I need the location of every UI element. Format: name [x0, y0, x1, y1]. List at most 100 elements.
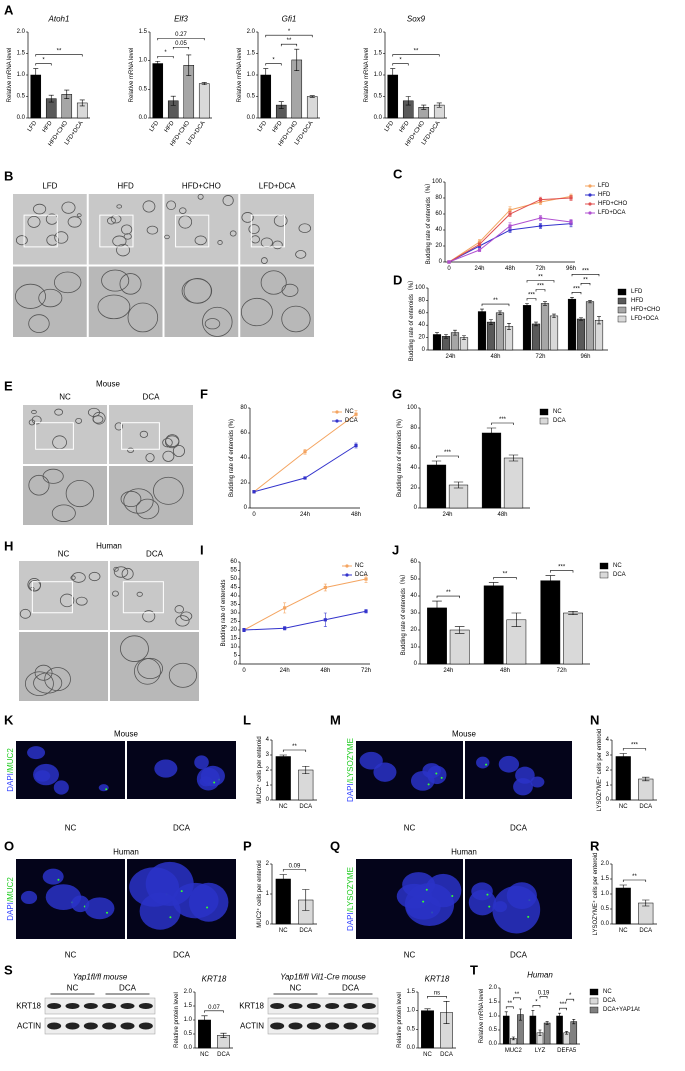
error-bar — [436, 102, 442, 108]
image-column-label: NC — [59, 393, 71, 402]
blot-strip — [267, 997, 379, 1015]
significance-bracket — [493, 577, 517, 580]
organoid — [101, 269, 130, 292]
image-header: Human — [451, 848, 477, 857]
y-tick-label: 80 — [410, 425, 417, 431]
y-tick-label: 10 — [230, 644, 237, 650]
y-tick-label: 2.0 — [601, 861, 610, 867]
organoid — [120, 490, 142, 508]
significance-label: *** — [560, 1002, 568, 1008]
error-bar — [33, 68, 39, 82]
significance-bracket — [559, 1007, 567, 1011]
marker-signal — [527, 915, 530, 918]
y-tick-label: 1.0 — [489, 1013, 498, 1019]
organoid — [51, 504, 76, 522]
x-tick-label: 48h — [500, 668, 510, 674]
marker — [508, 212, 512, 216]
significance-label: 0.05 — [175, 41, 187, 47]
y-tick-label: 0 — [414, 661, 418, 667]
y-tick-label: 60 — [435, 211, 442, 217]
significance-bracket — [282, 749, 307, 752]
x-tick-label: DCA — [440, 1052, 453, 1058]
y-tick-label: 25 — [230, 619, 237, 625]
y-axis-label: MUC2⁺ cells per enteroid — [256, 860, 263, 928]
y-tick-label: 0 — [266, 797, 270, 803]
error-bar — [511, 1036, 515, 1041]
chart-title: KRT18 — [425, 975, 450, 984]
legend-marker — [588, 202, 592, 206]
micrograph — [13, 266, 87, 337]
organoid — [194, 755, 209, 770]
y-axis-label: Budding rate of enteroids — [221, 579, 227, 646]
marker — [569, 220, 573, 224]
significance-bracket — [392, 63, 409, 66]
y-tick-label: 80 — [240, 405, 247, 411]
image-header: Human — [96, 542, 122, 551]
significance-bracket — [526, 280, 555, 283]
image-column-label: HFD — [117, 182, 134, 191]
significance-label: * — [164, 50, 167, 56]
y-axis-label: Budding rate of enteroids（%） — [408, 277, 415, 361]
error-bar — [508, 454, 519, 462]
marker-signal — [169, 916, 172, 919]
blot-row-label: KRT18 — [239, 1002, 264, 1011]
legend-label: HFD — [631, 298, 644, 304]
organoid — [175, 615, 190, 627]
significance-label: ** — [493, 298, 498, 304]
organoid — [146, 225, 159, 235]
y-tick-label: 1.5 — [374, 51, 383, 57]
significance-label: * — [288, 29, 291, 35]
y-tick-label: 2.0 — [247, 29, 256, 35]
error-bar — [488, 582, 499, 590]
y-tick-label: 2.0 — [374, 29, 383, 35]
y-tick-label: 0.5 — [184, 1031, 193, 1037]
organoid — [71, 572, 86, 583]
legend-label: NC — [603, 989, 612, 995]
significance-bracket — [35, 54, 83, 57]
error-bar — [642, 776, 650, 782]
marker — [538, 198, 543, 202]
legend-label: NC — [553, 409, 562, 415]
series-line — [243, 578, 367, 631]
y-tick-label: 1.0 — [247, 72, 256, 78]
micrograph — [109, 405, 193, 464]
organoid — [113, 566, 119, 572]
marker-signal — [440, 776, 443, 779]
legend-marker — [335, 419, 339, 423]
organoid — [121, 567, 134, 580]
significance-bracket — [392, 54, 440, 57]
significance-label: 0.09 — [289, 864, 301, 870]
panel-letter: S — [4, 963, 13, 978]
organoid — [14, 283, 46, 309]
error-bar — [462, 335, 466, 340]
micrograph — [164, 266, 239, 337]
blot-title: Yap1fl/fl Vil1-Cre mouse — [280, 973, 366, 982]
marker-signal — [427, 783, 430, 786]
organoid — [422, 763, 441, 779]
blot-band — [47, 1022, 62, 1030]
y-tick-label: 80 — [418, 297, 425, 303]
marker — [447, 260, 451, 264]
bar — [522, 305, 532, 351]
significance-bracket — [481, 303, 510, 307]
significance-label: ** — [503, 571, 508, 577]
blot-group-label: NC — [67, 984, 79, 993]
significance-label: ** — [632, 874, 637, 880]
image-column-label: NC — [404, 951, 416, 960]
marker — [477, 240, 482, 244]
error-bar — [435, 332, 439, 337]
organoid — [15, 235, 28, 246]
legend-label: NC — [613, 563, 622, 569]
significance-bracket — [571, 274, 600, 277]
organoid — [67, 216, 82, 228]
stain-label: DAPI/LYSOZYME — [346, 867, 355, 931]
organoid — [402, 872, 435, 898]
legend-swatch — [617, 306, 627, 314]
x-tick-label: 96h — [580, 354, 590, 360]
y-tick-label: 1.0 — [139, 58, 148, 64]
organoid — [59, 593, 75, 608]
significance-bracket — [436, 455, 459, 458]
micrograph — [88, 194, 163, 265]
organoid — [168, 662, 198, 688]
legend-label: DCA — [603, 998, 616, 1004]
